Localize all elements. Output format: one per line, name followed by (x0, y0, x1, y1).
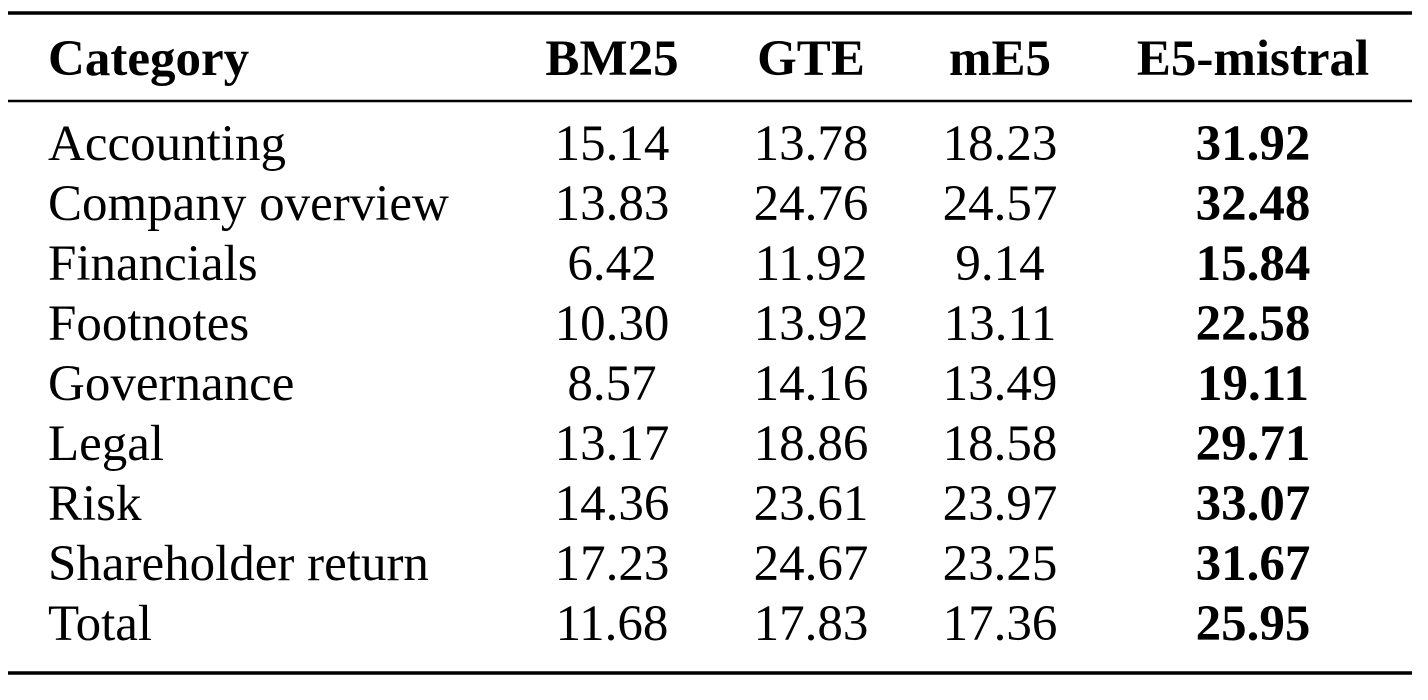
row-label: Accounting (48, 116, 286, 172)
cell: 13.83 (555, 176, 670, 232)
row-label: Shareholder return (48, 536, 429, 592)
cell: 8.57 (567, 356, 656, 412)
row-label: Risk (48, 476, 142, 532)
cell: 24.76 (754, 176, 869, 232)
cell: 15.14 (555, 116, 670, 172)
cell: 13.17 (555, 416, 670, 472)
row-label: Company overview (48, 176, 449, 232)
cell: 32.48 (1196, 176, 1311, 232)
cell: 13.78 (754, 116, 869, 172)
cell: 19.11 (1197, 356, 1309, 412)
column-header: GTE (757, 31, 865, 87)
cell: 11.92 (755, 236, 868, 292)
row-label: Footnotes (48, 296, 249, 352)
cell: 31.67 (1196, 536, 1311, 592)
row-label: Total (48, 596, 152, 652)
cell: 11.68 (556, 596, 669, 652)
cell: 24.67 (754, 536, 869, 592)
column-header: BM25 (545, 31, 678, 87)
row-label: Legal (48, 416, 164, 472)
column-header: Category (48, 31, 249, 87)
cell: 18.86 (754, 416, 869, 472)
cell: 23.97 (943, 476, 1058, 532)
column-header: E5-mistral (1137, 31, 1369, 87)
cell: 24.57 (943, 176, 1058, 232)
cell: 6.42 (567, 236, 656, 292)
cell: 23.25 (943, 536, 1058, 592)
cell: 17.23 (555, 536, 670, 592)
cell: 14.36 (555, 476, 670, 532)
cell: 17.36 (943, 596, 1058, 652)
cell: 9.14 (955, 236, 1044, 292)
cell: 14.16 (754, 356, 869, 412)
cell: 18.23 (943, 116, 1058, 172)
column-header: mE5 (949, 31, 1051, 87)
cell: 13.92 (754, 296, 869, 352)
cell: 18.58 (943, 416, 1058, 472)
cell: 17.83 (754, 596, 869, 652)
cell: 22.58 (1196, 296, 1311, 352)
cell: 10.30 (555, 296, 670, 352)
row-label: Financials (48, 236, 258, 292)
cell: 13.11 (944, 296, 1057, 352)
cell: 31.92 (1196, 116, 1311, 172)
cell: 33.07 (1196, 476, 1311, 532)
cell: 15.84 (1196, 236, 1311, 292)
row-label: Governance (48, 356, 294, 412)
cell: 25.95 (1196, 596, 1311, 652)
cell: 29.71 (1196, 416, 1311, 472)
cell: 13.49 (943, 356, 1058, 412)
cell: 23.61 (754, 476, 869, 532)
